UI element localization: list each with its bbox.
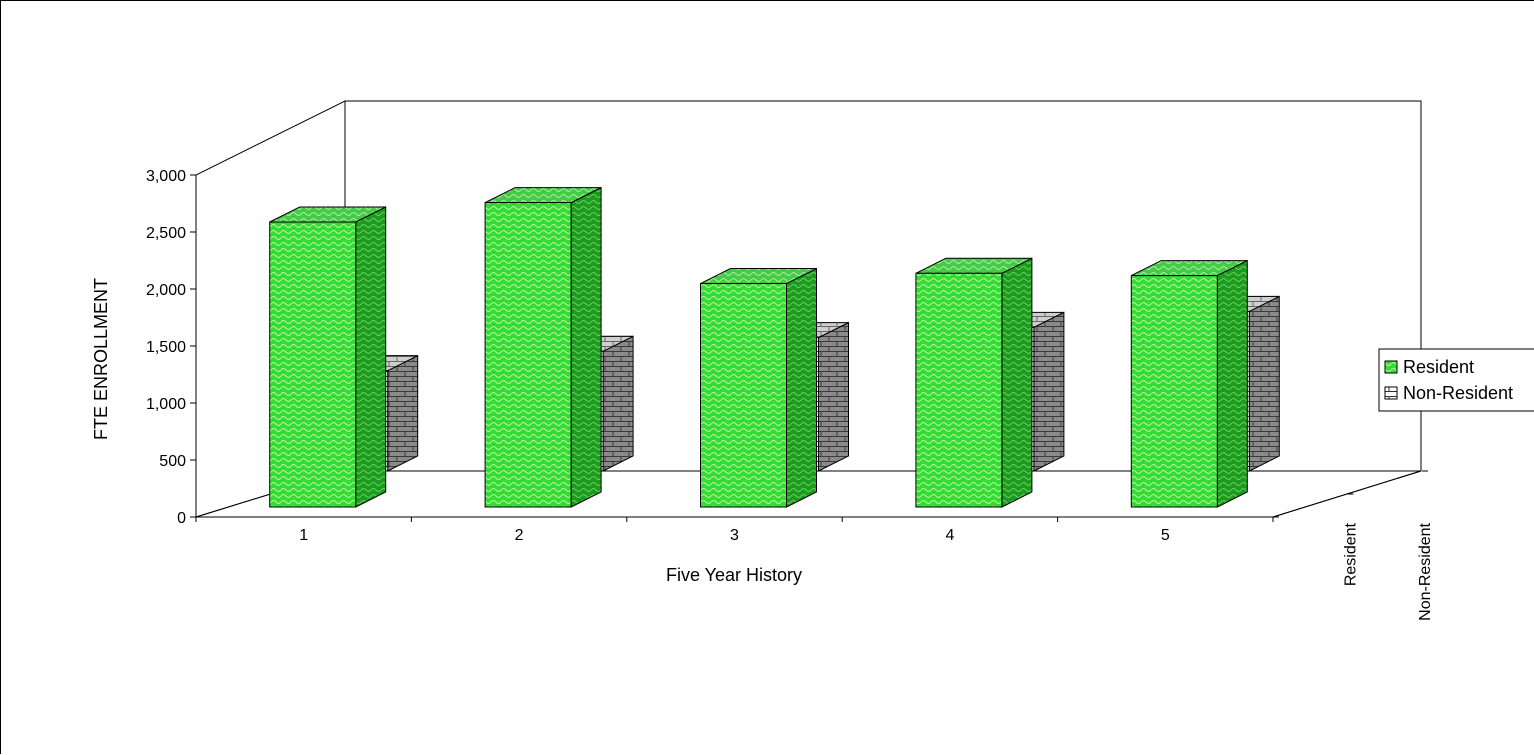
bar-resident-2	[484, 186, 602, 508]
y-tick-label: 1,500	[146, 339, 186, 356]
bar-front	[915, 272, 1003, 508]
bar-front	[1130, 275, 1218, 508]
x-tick-label: 3	[730, 527, 739, 544]
depth-label-non-resident: Non-Resident	[1417, 522, 1434, 620]
legend-box	[1378, 348, 1534, 412]
y-axis-title: FTE ENROLLMENT	[91, 278, 111, 440]
x-tick-label: 5	[1161, 527, 1170, 544]
x-tick-label: 2	[515, 527, 524, 544]
y-tick-label: 2,000	[146, 282, 186, 299]
bar-side	[1248, 295, 1280, 472]
bar-front	[269, 221, 357, 508]
x-axis-title: Five Year History	[666, 565, 802, 585]
bar-resident-4	[915, 257, 1033, 508]
legend-swatch-resident	[1384, 360, 1398, 374]
bar-side	[818, 321, 849, 472]
y-tick-label: 1,000	[146, 396, 186, 413]
bar-front	[700, 283, 787, 508]
bar-side	[786, 267, 817, 508]
depth-axis-line	[1272, 470, 1422, 518]
y-tick-label: 3,000	[146, 168, 186, 185]
bar-side	[387, 354, 419, 472]
legend-swatch-non-resident	[1384, 386, 1398, 400]
bar-side	[1216, 259, 1248, 508]
y-tick-label: 500	[159, 453, 186, 470]
back-wall	[345, 100, 1422, 471]
bar-side	[602, 335, 634, 472]
bar-side	[1001, 257, 1033, 508]
bar-side	[570, 186, 602, 508]
depth-label-resident: Resident	[1342, 522, 1359, 586]
x-tick-label: 1	[299, 527, 308, 544]
y-tick-label: 2,500	[146, 225, 186, 242]
legend-label-non-resident: Non-Resident	[1403, 383, 1513, 403]
bar-side	[1033, 311, 1065, 472]
x-tick-label: 4	[945, 527, 954, 544]
legend-label-resident: Resident	[1403, 357, 1474, 377]
y-tick-label: 0	[177, 510, 186, 527]
bar-front	[484, 202, 572, 508]
bar-resident-1	[269, 206, 387, 508]
bar-side	[355, 206, 387, 508]
bar-resident-3	[700, 267, 817, 508]
bar-resident-5	[1130, 259, 1248, 508]
